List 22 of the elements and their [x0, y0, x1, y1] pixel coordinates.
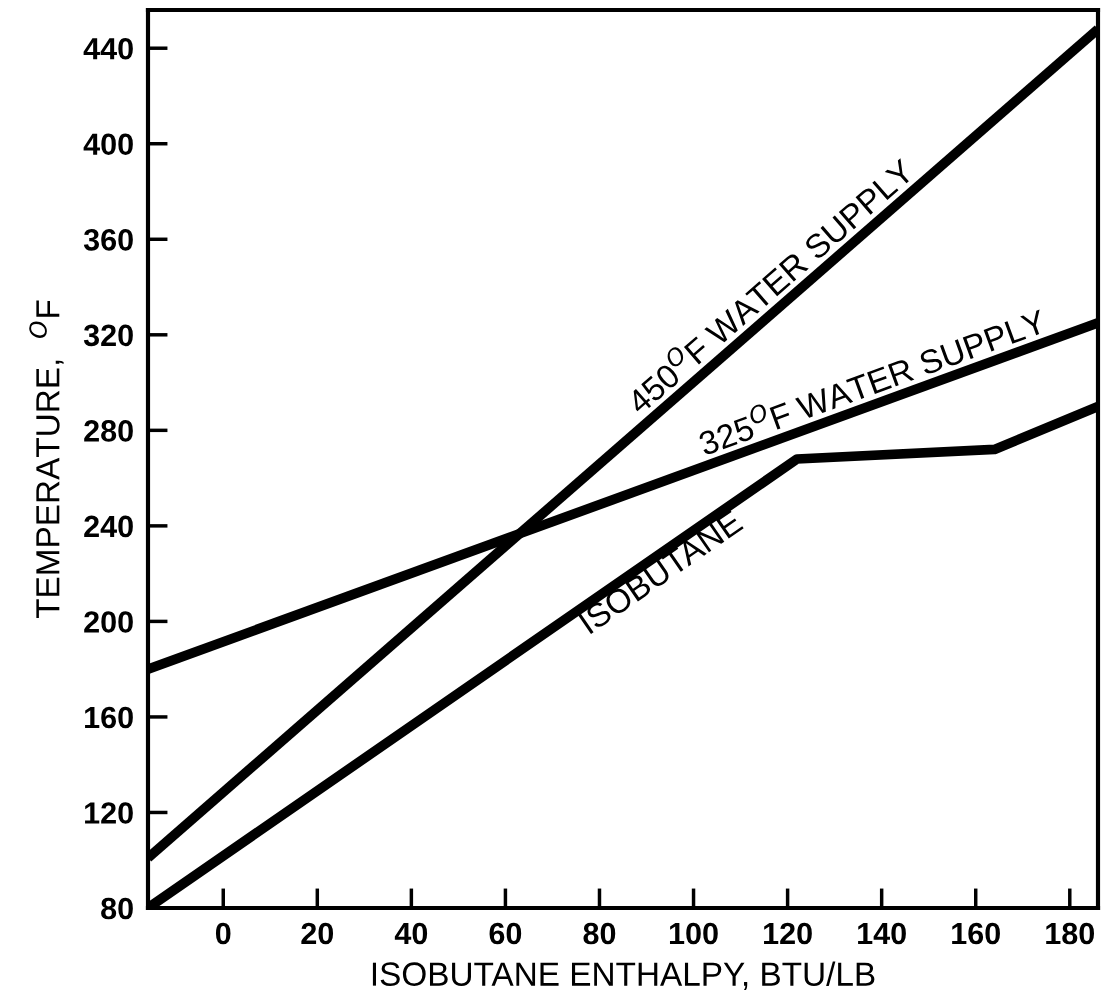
y-tick-label: 200: [84, 611, 133, 633]
y-tick-label: 320: [83, 324, 133, 347]
y-tick-label: 80: [101, 897, 133, 920]
y-tick-label: 240: [84, 515, 133, 538]
y-tick-label: 440: [83, 37, 133, 60]
x-tick-label: 120: [764, 922, 812, 945]
x-tick-label: 60: [489, 922, 522, 945]
x-tick-label: 180: [1046, 922, 1095, 945]
x-tick-label: 0: [215, 922, 231, 945]
y-tick-label: 400: [83, 133, 133, 156]
x-tick-label: 40: [394, 922, 428, 945]
y-tick-label: 160: [85, 706, 133, 729]
y-tick-label: 360: [83, 229, 133, 251]
y-axis-title: TEMPERATURE, $^{O}$F: [29, 300, 64, 619]
x-axis-title: ISOBUTANE ENTHALPY, BTU/LB: [372, 961, 875, 990]
y-tick-label: 280: [84, 420, 133, 442]
x-tick-label: 160: [952, 922, 1000, 945]
x-tick-label: 140: [858, 922, 906, 945]
x-tick-label: 20: [301, 922, 334, 945]
y-tick-label: 120: [85, 802, 133, 824]
x-tick-label: 100: [669, 922, 718, 945]
x-tick-label: 80: [583, 922, 616, 945]
